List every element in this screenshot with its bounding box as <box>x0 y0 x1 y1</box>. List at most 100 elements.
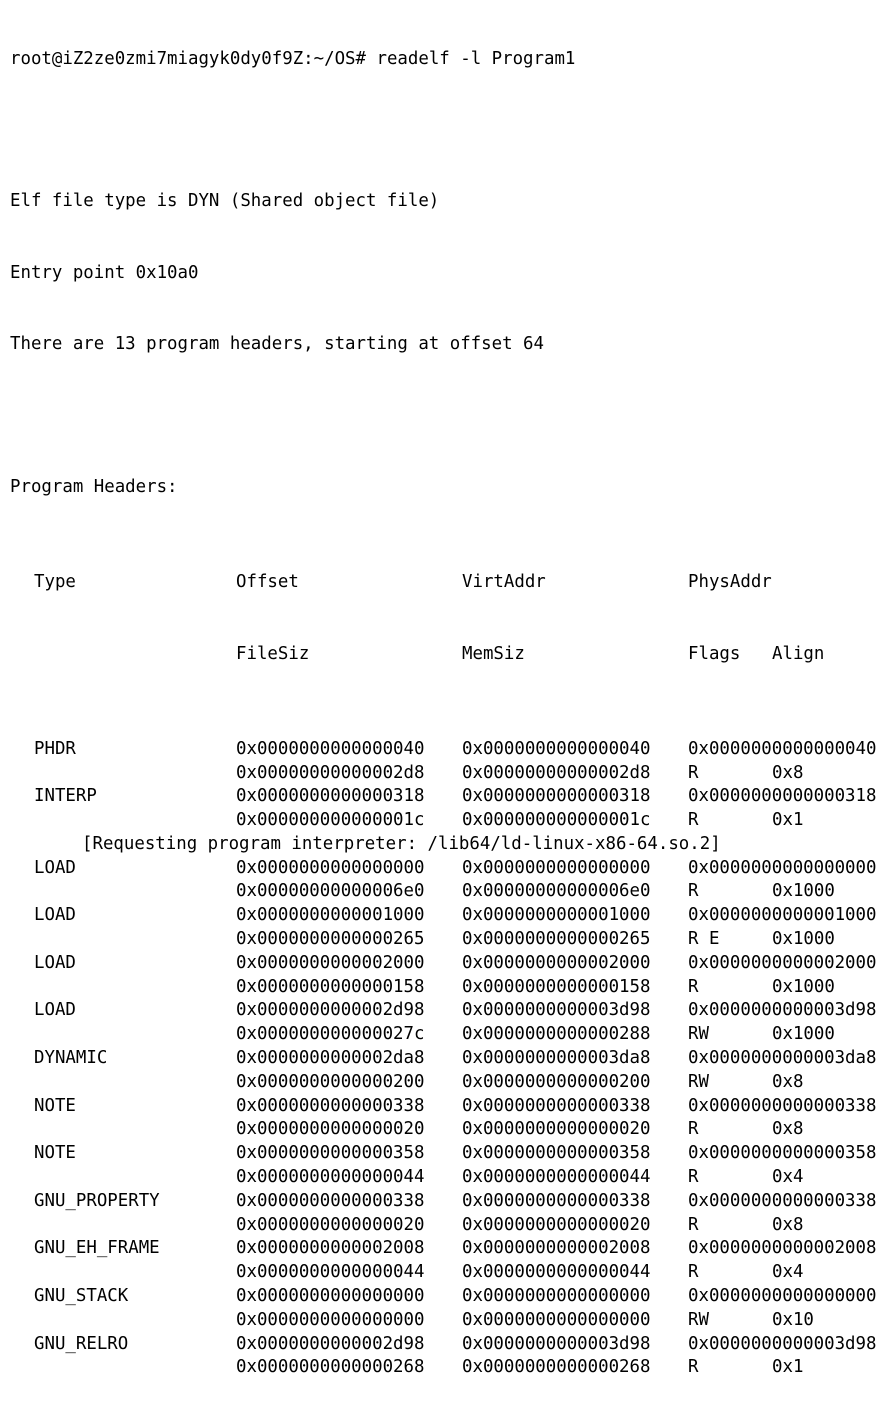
segment-offset: 0x0000000000000040 <box>236 738 425 759</box>
segment-type: GNU_RELRO <box>34 1333 129 1354</box>
segment-virtaddr: 0x0000000000002008 <box>462 1238 651 1259</box>
segment-offset: 0x0000000000000000 <box>236 857 425 878</box>
segment-virtaddr: 0x0000000000003d98 <box>462 1333 651 1354</box>
segment-align: 0x1 <box>772 1357 804 1378</box>
segment-filesiz: 0x0000000000000000 <box>236 1309 425 1330</box>
segment-physaddr: 0x0000000000000000 <box>688 857 877 878</box>
segment-type: LOAD <box>34 952 76 973</box>
segment-physaddr: 0x0000000000000000 <box>688 1286 877 1307</box>
program-header-row: LOAD 0x0000000000000000 0x0000000000000000… <box>10 857 896 881</box>
segment-align: 0x10 <box>772 1309 814 1330</box>
segment-offset: 0x0000000000002d98 <box>236 1000 425 1021</box>
segment-align: 0x1000 <box>772 976 835 997</box>
segment-physaddr: 0x0000000000000338 <box>688 1190 877 1211</box>
header-count: There are 13 program headers, starting a… <box>10 334 544 355</box>
segment-physaddr: 0x0000000000003d98 <box>688 1000 877 1021</box>
segment-flags: R <box>688 1357 699 1378</box>
segment-flags: RW <box>688 1024 709 1045</box>
segment-offset: 0x0000000000000338 <box>236 1095 425 1116</box>
segment-align: 0x8 <box>772 762 804 783</box>
segment-align: 0x4 <box>772 1262 804 1283</box>
segment-filesiz: 0x000000000000027c <box>236 1024 425 1045</box>
blank-line <box>10 119 896 143</box>
segment-virtaddr: 0x0000000000000040 <box>462 738 651 759</box>
program-header-row: LOAD 0x0000000000002d98 0x0000000000003d98… <box>10 999 896 1023</box>
segment-flags: RW <box>688 1309 709 1330</box>
command-line: root@iZ2ze0zmi7miagyk0dy0f9Z:~/OS# reade… <box>10 48 896 72</box>
segment-flags: R <box>688 1167 699 1188</box>
program-header-row-sizes: 0x00000000000006e0 0x00000000000006e0 R 0x1… <box>10 880 896 904</box>
segment-virtaddr: 0x0000000000000338 <box>462 1095 651 1116</box>
elf-file-type: Elf file type is DYN (Shared object file… <box>10 191 440 212</box>
program-header-row: GNU_EH_FRAME 0x0000000000002008 0x00000000… <box>10 1237 896 1261</box>
segment-flags: R <box>688 1119 699 1140</box>
program-header-row-sizes: 0x0000000000000200 0x0000000000000200 RW 0x… <box>10 1071 896 1095</box>
segment-memsiz: 0x0000000000000268 <box>462 1357 651 1378</box>
program-header-row: GNU_STACK 0x0000000000000000 0x00000000000… <box>10 1285 896 1309</box>
program-header-row-sizes: 0x0000000000000265 0x0000000000000265 R E 0… <box>10 928 896 952</box>
col-align: Align <box>772 643 825 664</box>
segment-physaddr: 0x0000000000003d98 <box>688 1333 877 1354</box>
segment-type: INTERP <box>34 786 97 807</box>
segment-memsiz: 0x0000000000000020 <box>462 1214 651 1235</box>
program-header-row: PHDR 0x0000000000000040 0x0000000000000040… <box>10 738 896 762</box>
segment-physaddr: 0x0000000000002008 <box>688 1238 877 1259</box>
segment-offset: 0x0000000000000338 <box>236 1190 425 1211</box>
segment-memsiz: 0x000000000000001c <box>462 810 651 831</box>
col-type: Type <box>34 572 76 593</box>
program-header-row: DYNAMIC 0x0000000000002da8 0x0000000000003… <box>10 1047 896 1071</box>
segment-physaddr: 0x0000000000003da8 <box>688 1048 877 1069</box>
entry-point: Entry point 0x10a0 <box>10 262 199 283</box>
column-header-row-1: Type Offset VirtAddr PhysAddr <box>10 571 896 595</box>
segment-align: 0x1000 <box>772 1024 835 1045</box>
program-header-row: GNU_PROPERTY 0x0000000000000338 0x00000000… <box>10 1190 896 1214</box>
segment-type: GNU_STACK <box>34 1286 129 1307</box>
segment-memsiz: 0x0000000000000044 <box>462 1167 651 1188</box>
program-header-row-sizes: 0x0000000000000000 0x0000000000000000 RW 0x… <box>10 1309 896 1333</box>
segment-memsiz: 0x0000000000000265 <box>462 929 651 950</box>
segment-virtaddr: 0x0000000000000338 <box>462 1190 651 1211</box>
segment-physaddr: 0x0000000000000338 <box>688 1095 877 1116</box>
segment-memsiz: 0x00000000000006e0 <box>462 881 651 902</box>
segment-align: 0x1 <box>772 810 804 831</box>
segment-filesiz: 0x0000000000000044 <box>236 1167 425 1188</box>
segment-align: 0x8 <box>772 1214 804 1235</box>
segment-offset: 0x0000000000000358 <box>236 1143 425 1164</box>
segment-memsiz: 0x0000000000000158 <box>462 976 651 997</box>
segment-filesiz: 0x0000000000000020 <box>236 1119 425 1140</box>
segment-flags: R <box>688 976 699 997</box>
segment-type: DYNAMIC <box>34 1048 108 1069</box>
segment-flags: R <box>688 1262 699 1283</box>
segment-type: NOTE <box>34 1095 76 1116</box>
segment-align: 0x8 <box>772 1119 804 1140</box>
segment-align: 0x1000 <box>772 929 835 950</box>
program-header-row-sizes: 0x00000000000002d8 0x00000000000002d8 R 0x8 <box>10 762 896 786</box>
program-header-row: NOTE 0x0000000000000358 0x0000000000000358… <box>10 1142 896 1166</box>
program-header-row: INTERP 0x0000000000000318 0x00000000000003… <box>10 785 896 809</box>
segment-offset: 0x0000000000002da8 <box>236 1048 425 1069</box>
col-memsiz: MemSiz <box>462 643 525 664</box>
blank-line <box>10 405 896 429</box>
command-text: readelf -l Program1 <box>376 48 576 69</box>
segment-physaddr: 0x0000000000000318 <box>688 786 877 807</box>
segment-filesiz: 0x00000000000006e0 <box>236 881 425 902</box>
col-physaddr: PhysAddr <box>688 572 772 593</box>
segment-memsiz: 0x0000000000000200 <box>462 1071 651 1092</box>
segment-offset: 0x0000000000002d98 <box>236 1333 425 1354</box>
segment-offset: 0x0000000000000318 <box>236 786 425 807</box>
program-header-list: PHDR 0x0000000000000040 0x0000000000000040… <box>10 738 896 1381</box>
column-header-row-2: FileSiz MemSiz Flags Align <box>10 643 896 667</box>
segment-memsiz: 0x0000000000000020 <box>462 1119 651 1140</box>
segment-filesiz: 0x00000000000002d8 <box>236 762 425 783</box>
segment-type: PHDR <box>34 738 76 759</box>
segment-filesiz: 0x0000000000000268 <box>236 1357 425 1378</box>
segment-memsiz: 0x0000000000000000 <box>462 1309 651 1330</box>
segment-filesiz: 0x0000000000000044 <box>236 1262 425 1283</box>
program-header-row-sizes: 0x0000000000000268 0x0000000000000268 R 0x1 <box>10 1356 896 1380</box>
program-header-row-sizes: 0x000000000000027c 0x0000000000000288 RW 0x… <box>10 1023 896 1047</box>
segment-filesiz: 0x000000000000001c <box>236 810 425 831</box>
segment-flags: R <box>688 762 699 783</box>
segment-memsiz: 0x0000000000000288 <box>462 1024 651 1045</box>
segment-virtaddr: 0x0000000000001000 <box>462 905 651 926</box>
